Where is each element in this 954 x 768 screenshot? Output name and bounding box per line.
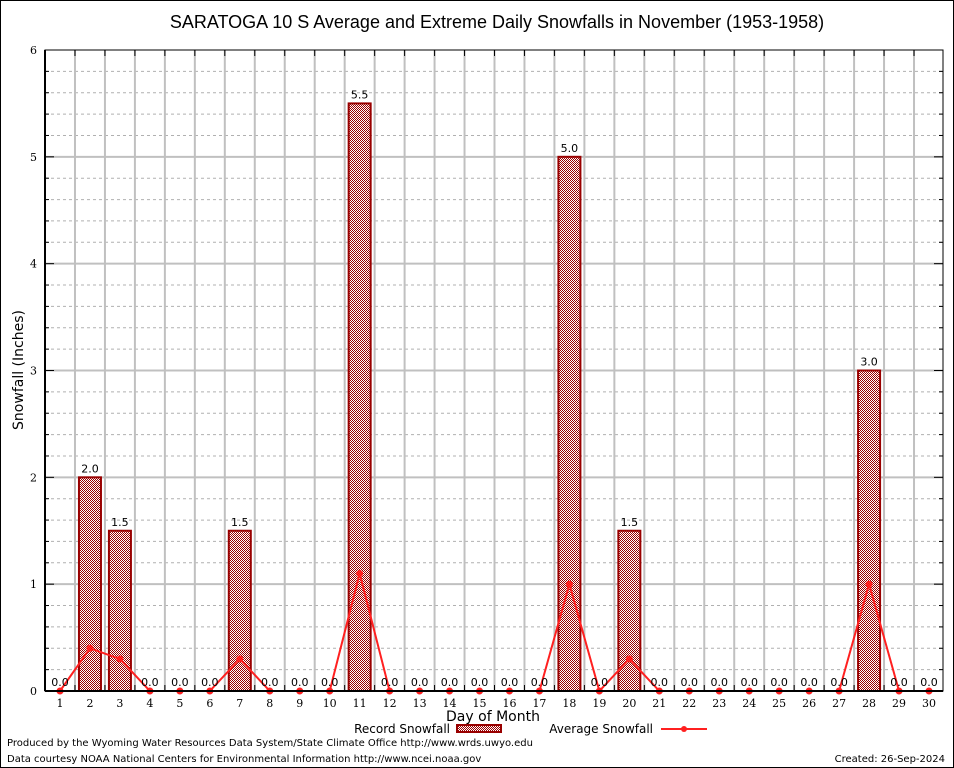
bar-value-label: 0.0 (51, 676, 69, 689)
x-tick-label: 18 (562, 697, 576, 710)
x-tick-label: 24 (742, 697, 756, 710)
average-point-day-3 (116, 655, 124, 663)
bar-value-label: 1.5 (111, 516, 129, 529)
y-tick-labels: 0 1 2 3 4 5 6 (30, 44, 37, 698)
x-tick-label: 20 (622, 697, 636, 710)
bar-value-label: 3.0 (860, 356, 878, 369)
y-tick-label: 5 (30, 151, 37, 164)
bars (77, 102, 882, 693)
bar-value-label: 0.0 (441, 676, 459, 689)
x-tick-label: 10 (323, 697, 337, 710)
bar-value-label: 0.0 (261, 676, 279, 689)
x-tick-label: 21 (652, 697, 666, 710)
x-tick-label: 30 (922, 697, 936, 710)
legend-average-label: Average Snowfall (549, 722, 653, 736)
axes (44, 49, 944, 692)
x-tick-label: 17 (532, 697, 546, 710)
bar-value-label: 0.0 (681, 676, 699, 689)
bar-value-label: 0.0 (321, 676, 339, 689)
average-point-day-20 (625, 655, 633, 663)
x-tick-label: 11 (353, 697, 367, 710)
bar-value-label: 0.0 (201, 676, 219, 689)
bar-value-label: 5.5 (351, 88, 369, 101)
y-tick-label: 3 (30, 365, 37, 378)
y-tick-label: 0 (30, 685, 37, 698)
x-tick-label: 25 (772, 697, 786, 710)
bar-value-label: 0.0 (411, 676, 429, 689)
bar-value-label: 0.0 (890, 676, 908, 689)
bar-value-label: 0.0 (920, 676, 938, 689)
x-tick-label: 6 (206, 697, 213, 710)
bar-labels: 0.0 2.0 1.5 0.0 0.0 0.0 1.5 0.0 0.0 0.0 5.5 0.0 0.0 0… (51, 88, 938, 689)
legend-record-swatch (456, 724, 502, 733)
bar-day-28 (857, 369, 882, 692)
bar-value-label: 0.0 (710, 676, 728, 689)
grid (45, 50, 943, 691)
bar-value-label: 0.0 (171, 676, 189, 689)
bar-value-label: 2.0 (81, 462, 99, 475)
x-tick-label: 29 (892, 697, 906, 710)
x-tick-label: 4 (146, 697, 153, 710)
y-tick-label: 6 (30, 44, 37, 57)
bar-value-label: 0.0 (591, 676, 609, 689)
x-tick-label: 22 (682, 697, 696, 710)
legend-record-label: Record Snowfall (354, 722, 450, 736)
bar-value-label: 0.0 (471, 676, 489, 689)
bar-value-label: 1.5 (231, 516, 249, 529)
x-tick-label: 2 (86, 697, 93, 710)
bar-value-label: 0.0 (531, 676, 549, 689)
bar-value-label: 5.0 (561, 142, 579, 155)
x-tick-labels: 1 2 3 4 5 6 7 8 9 10 11 12 13 14 15 16 17 18 19 20 21 22 23 24 2… (57, 697, 937, 710)
legend-average-marker (681, 726, 687, 732)
average-point-day-18 (565, 580, 573, 588)
bar-value-label: 0.0 (291, 676, 309, 689)
x-tick-label: 27 (832, 697, 846, 710)
average-point-day-7 (236, 655, 244, 663)
bar-value-label: 0.0 (830, 676, 848, 689)
x-tick-label: 26 (802, 697, 816, 710)
x-tick-label: 9 (296, 697, 303, 710)
average-point-day-28 (865, 580, 873, 588)
bar-value-label: 0.0 (740, 676, 758, 689)
x-tick-label: 19 (592, 697, 606, 710)
bar-value-label: 0.0 (141, 676, 159, 689)
bar-value-label: 0.0 (501, 676, 519, 689)
bar-value-label: 1.5 (621, 516, 639, 529)
average-point-day-11 (356, 569, 364, 577)
x-tick-label: 28 (862, 697, 876, 710)
chart-title: SARATOGA 10 S Average and Extreme Daily … (170, 12, 824, 32)
footer-data-courtesy: Data courtesy NOAA National Centers for … (7, 754, 481, 765)
x-tick-label: 15 (473, 697, 487, 710)
bar-value-label: 0.0 (800, 676, 818, 689)
x-tick-label: 16 (502, 697, 516, 710)
x-tick-label: 23 (712, 697, 726, 710)
footer-produced-by: Produced by the Wyoming Water Resources … (7, 738, 533, 749)
bar-value-label: 0.0 (651, 676, 669, 689)
x-tick-label: 14 (443, 697, 457, 710)
y-tick-label: 4 (30, 258, 37, 271)
x-tick-label: 3 (116, 697, 123, 710)
y-axis-title: Snowfall (Inches) (11, 310, 27, 430)
y-tick-label: 2 (30, 471, 37, 484)
x-axis-title: Day of Month (446, 709, 540, 725)
y-tick-label: 1 (30, 578, 37, 591)
x-tick-label: 12 (383, 697, 397, 710)
x-tick-label: 1 (57, 697, 64, 710)
bar-value-label: 0.0 (770, 676, 788, 689)
x-tick-label: 7 (236, 697, 243, 710)
footer-created: Created: 26-Sep-2024 (835, 754, 945, 765)
legend: Record Snowfall Average Snowfall (354, 722, 707, 736)
bar-value-label: 0.0 (381, 676, 399, 689)
x-tick-label: 8 (266, 697, 273, 710)
x-tick-label: 5 (176, 697, 183, 710)
x-tick-label: 13 (413, 697, 427, 710)
average-point-day-2 (86, 644, 94, 652)
